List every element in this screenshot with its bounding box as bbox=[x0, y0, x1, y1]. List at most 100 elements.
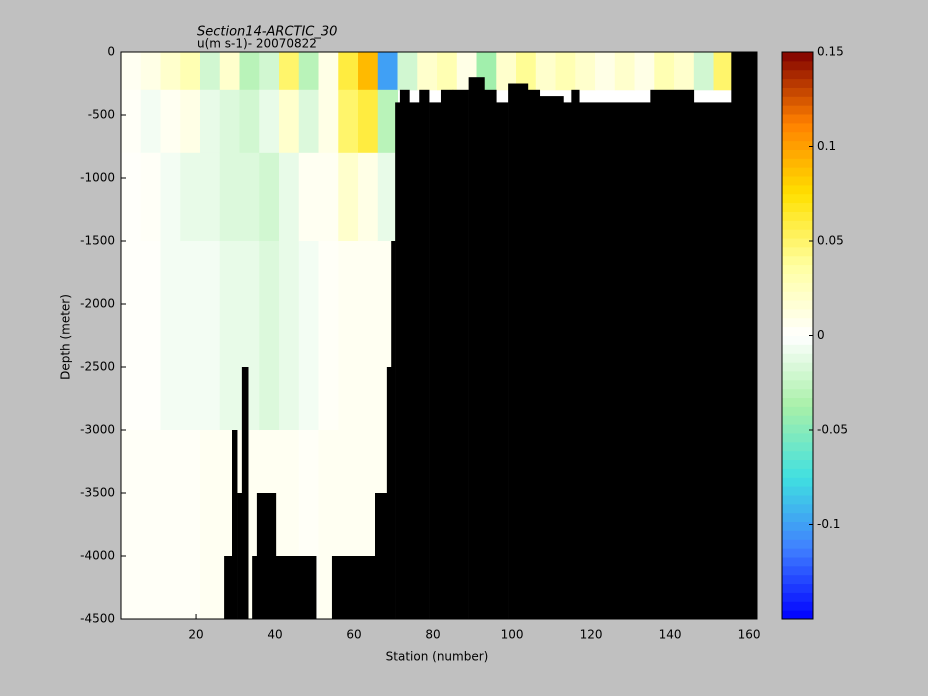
heat-cell bbox=[160, 430, 181, 620]
colorbar-swatch bbox=[782, 184, 813, 195]
heat-cell bbox=[200, 152, 221, 242]
colorbar-swatch bbox=[782, 317, 813, 328]
y-tick-label: 0 bbox=[107, 45, 115, 59]
heat-cell bbox=[279, 89, 300, 154]
heat-cell bbox=[358, 52, 379, 91]
colorbar-swatch bbox=[782, 122, 813, 133]
heat-cell bbox=[298, 241, 320, 431]
heat-cell bbox=[259, 241, 280, 431]
heat-cell bbox=[279, 52, 300, 91]
heat-cell bbox=[338, 241, 359, 431]
seafloor bbox=[496, 102, 509, 619]
y-tick-label: -4500 bbox=[80, 612, 115, 626]
heat-cell bbox=[239, 152, 260, 242]
heat-cell bbox=[654, 52, 675, 91]
heat-cell bbox=[338, 152, 359, 242]
heat-cell bbox=[219, 152, 241, 242]
colorbar-swatch bbox=[782, 601, 813, 611]
axes-frame bbox=[120, 51, 758, 620]
heat-cell bbox=[160, 152, 181, 242]
colorbar-swatch bbox=[782, 548, 813, 558]
y-tick-label: -2500 bbox=[80, 360, 115, 374]
seafloor bbox=[237, 493, 243, 619]
colorbar-swatch bbox=[782, 468, 813, 478]
colorbar-tick-label: 0.05 bbox=[817, 234, 844, 248]
colorbar-swatch bbox=[782, 229, 813, 239]
x-axis-label: Station (number) bbox=[386, 650, 489, 664]
seafloor bbox=[693, 102, 732, 619]
heat-cell bbox=[259, 89, 280, 154]
heat-cell bbox=[140, 152, 162, 242]
seafloor bbox=[386, 367, 392, 619]
colorbar-swatch bbox=[782, 96, 813, 106]
colorbar-swatch bbox=[782, 450, 813, 461]
seafloor bbox=[731, 52, 758, 619]
heat-cell bbox=[200, 52, 221, 91]
chart-title: Section14-ARCTIC_30 bbox=[197, 25, 337, 40]
colorbar-swatch bbox=[782, 131, 813, 142]
heat-cell bbox=[180, 52, 201, 91]
seafloor bbox=[252, 556, 258, 619]
colorbar-swatch bbox=[782, 521, 813, 531]
colorbar-tick-label: 0.15 bbox=[817, 45, 844, 59]
colorbar-swatch bbox=[782, 486, 813, 496]
heat-cell bbox=[358, 89, 379, 154]
colorbar-swatch bbox=[782, 140, 813, 150]
colorbar-tick-label: -0.1 bbox=[817, 517, 840, 531]
heat-cell bbox=[298, 152, 320, 242]
heat-cell bbox=[180, 430, 201, 620]
heat-cell bbox=[614, 52, 636, 91]
heat-cell bbox=[377, 89, 399, 154]
heat-cell bbox=[674, 52, 695, 91]
heat-cell bbox=[318, 152, 339, 242]
y-tick-label: -3500 bbox=[80, 486, 115, 500]
colorbar-swatch bbox=[782, 52, 813, 62]
heat-cell bbox=[575, 52, 596, 91]
seafloor bbox=[563, 102, 572, 619]
seafloor bbox=[275, 556, 317, 619]
heat-cell bbox=[318, 89, 339, 154]
heat-cell bbox=[219, 241, 241, 431]
seafloor bbox=[539, 96, 564, 620]
colorbar-swatch bbox=[782, 69, 813, 80]
colorbar-swatch bbox=[782, 220, 813, 230]
colorbar-tick-label: -0.05 bbox=[817, 423, 848, 437]
heat-cell bbox=[140, 89, 162, 154]
colorbar-swatch bbox=[782, 432, 813, 443]
heat-cell bbox=[298, 52, 320, 91]
heat-cell bbox=[239, 52, 260, 91]
colorbar-swatch bbox=[782, 300, 813, 310]
colorbar-swatch bbox=[782, 379, 813, 390]
heat-cell bbox=[259, 152, 280, 242]
colorbar-swatch bbox=[782, 362, 813, 372]
chart-subtitle: u(m s-1)- 20070822 bbox=[197, 37, 317, 51]
colorbar-tick-label: 0.1 bbox=[817, 139, 836, 153]
colorbar-swatch bbox=[782, 353, 813, 363]
y-tick-label: -2000 bbox=[80, 297, 115, 311]
seafloor bbox=[241, 367, 249, 619]
colorbar-swatch bbox=[782, 459, 813, 469]
colorbar-swatch bbox=[782, 193, 813, 204]
x-tick-label: 140 bbox=[659, 628, 682, 642]
heat-cell bbox=[160, 52, 181, 91]
heat-cell bbox=[535, 52, 557, 91]
heat-cell bbox=[121, 430, 142, 620]
heat-cell bbox=[358, 241, 379, 431]
seafloor bbox=[650, 89, 695, 620]
colorbar-swatch bbox=[782, 441, 813, 452]
colorbar-swatch bbox=[782, 610, 813, 620]
seafloor bbox=[256, 493, 277, 619]
seafloor bbox=[571, 89, 580, 620]
heat-cell bbox=[180, 152, 201, 242]
heat-cell bbox=[160, 241, 181, 431]
colorbar-swatch bbox=[782, 158, 813, 168]
colorbar-swatch bbox=[782, 176, 813, 186]
seafloor bbox=[468, 77, 485, 619]
heat-cell bbox=[318, 241, 339, 431]
heat-cell bbox=[180, 241, 201, 431]
colorbar-swatch bbox=[782, 238, 813, 248]
seafloor bbox=[579, 102, 651, 619]
heat-cell bbox=[437, 52, 458, 91]
heat-cell bbox=[377, 152, 399, 242]
